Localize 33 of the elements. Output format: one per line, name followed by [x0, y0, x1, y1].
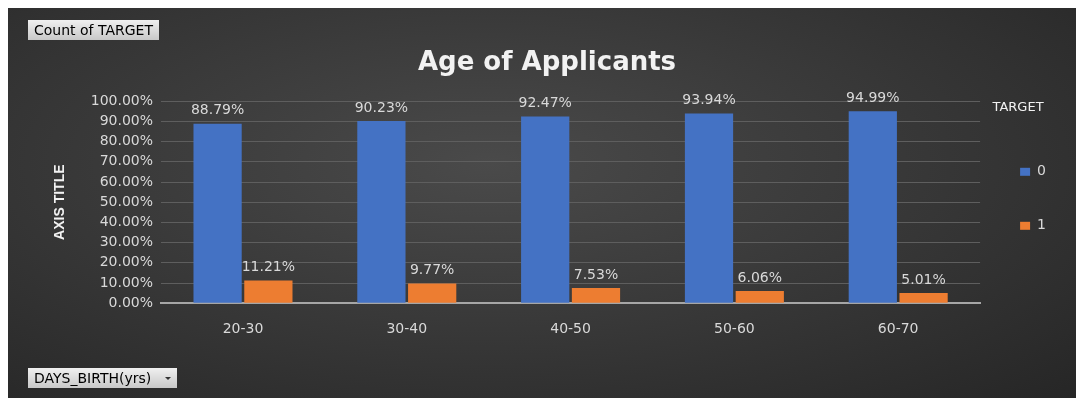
y-tick-label: 80.00% [99, 132, 154, 149]
y-tick-label: 60.00% [99, 172, 154, 189]
x-tick-label: 30-40 [386, 320, 428, 337]
y-tick-label: 70.00% [99, 152, 154, 169]
y-tick-label: 20.00% [99, 253, 154, 270]
chart-title: Age of Applicants [417, 46, 677, 77]
data-label: 7.53% [573, 265, 619, 282]
y-tick-label: 10.00% [99, 273, 154, 290]
y-tick-label: 30.00% [99, 233, 154, 250]
x-tick-label: 50-60 [714, 320, 755, 337]
data-label: 6.06% [737, 268, 783, 285]
y-tick-label: 50.00% [99, 192, 154, 209]
data-label: 88.79% [190, 101, 245, 118]
legend-title: TARGET [991, 99, 1044, 115]
legend-label: 0 [1037, 162, 1047, 179]
x-tick-label: 20-30 [222, 320, 264, 337]
text: Count of TARGET [28, 20, 159, 40]
data-label: 94.99% [846, 88, 900, 105]
data-label: 92.47% [518, 94, 572, 111]
data-label: 90.23% [354, 98, 409, 115]
data-label: 11.21% [241, 258, 296, 275]
data-label: 5.01% [901, 270, 946, 287]
y-axis-title: AXIS TITLE [51, 164, 68, 240]
y-tick-label: 40.00% [99, 213, 154, 230]
data-label: 9.77% [409, 261, 455, 278]
x-tick-label: 40-50 [550, 320, 591, 337]
x-tick-label: 60-70 [877, 320, 919, 337]
y-tick-label: 90.00% [99, 112, 154, 129]
data-label: 93.94% [682, 91, 736, 108]
x-axis-title: DAYS_BIRTH(yrs) [34, 370, 152, 386]
legend-label: 1 [1037, 216, 1047, 233]
y-tick-label: 0.00% [108, 293, 154, 310]
y-tick-label: 100.00% [90, 91, 154, 108]
